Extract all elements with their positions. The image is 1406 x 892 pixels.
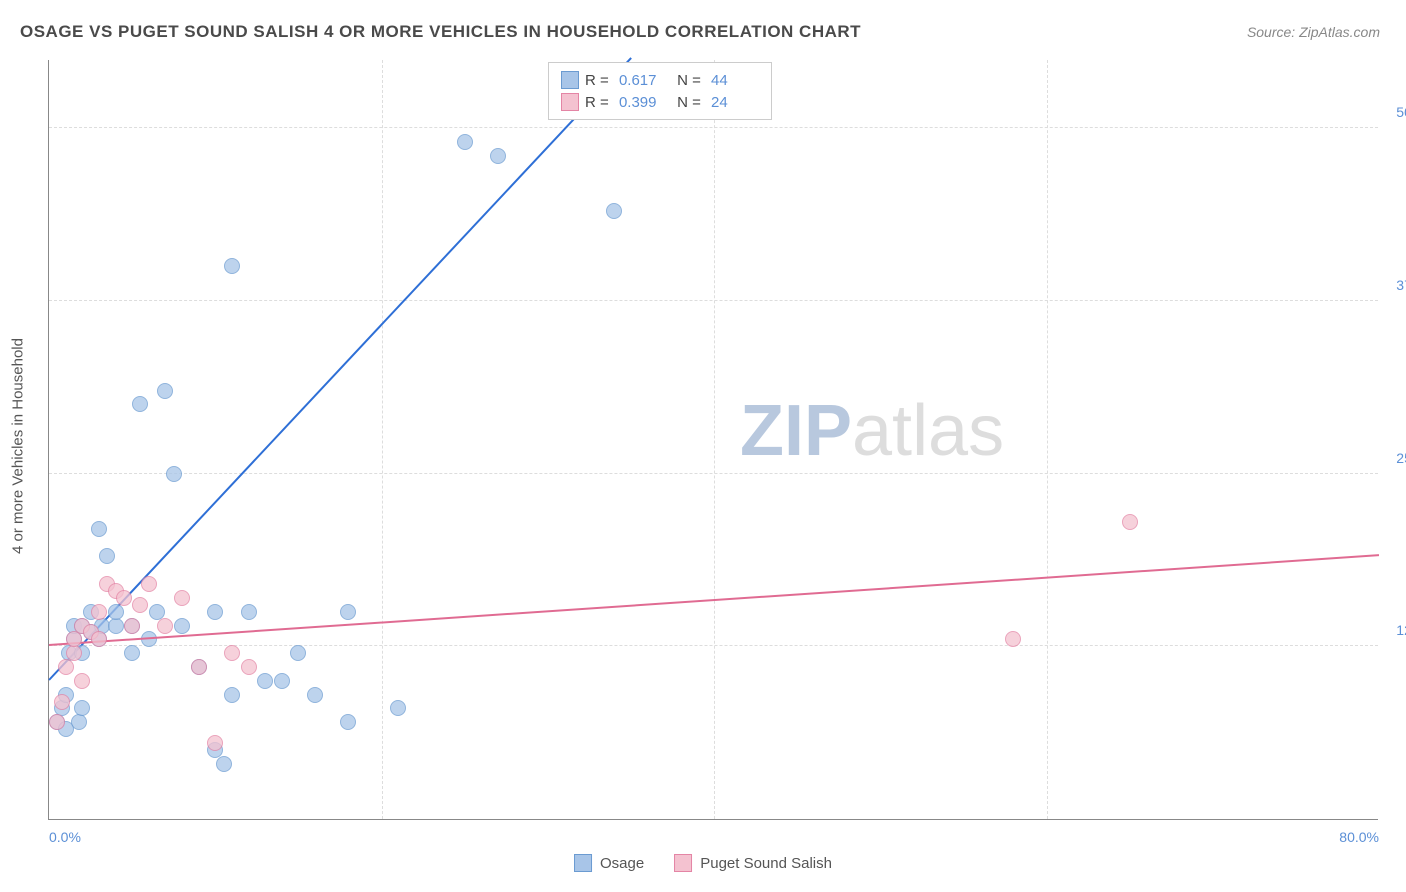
- legend-row: R = 0.617 N = 44: [561, 69, 759, 91]
- grid-line-v: [382, 60, 383, 819]
- legend-r-value: 0.617: [619, 72, 667, 89]
- scatter-point: [490, 148, 506, 164]
- legend-swatch: [561, 93, 579, 111]
- scatter-point: [157, 618, 173, 634]
- scatter-point: [457, 134, 473, 150]
- scatter-point: [241, 659, 257, 675]
- source-label: Source: ZipAtlas.com: [1247, 24, 1380, 40]
- scatter-point: [307, 687, 323, 703]
- grid-line-v: [714, 60, 715, 819]
- scatter-point: [124, 645, 140, 661]
- scatter-point: [606, 203, 622, 219]
- scatter-point: [71, 714, 87, 730]
- scatter-point: [207, 604, 223, 620]
- scatter-point: [216, 756, 232, 772]
- series-name: Osage: [600, 855, 644, 872]
- scatter-point: [99, 548, 115, 564]
- y-tick-label: 50.0%: [1396, 104, 1406, 120]
- scatter-point: [1122, 514, 1138, 530]
- x-tick-label: 80.0%: [1339, 829, 1379, 845]
- legend-r-label: R =: [585, 72, 613, 89]
- plot-area: 12.5%25.0%37.5%50.0%0.0%80.0%: [48, 60, 1378, 820]
- scatter-point: [166, 466, 182, 482]
- legend-n-label: N =: [673, 72, 705, 89]
- scatter-point: [116, 590, 132, 606]
- scatter-point: [91, 521, 107, 537]
- legend-row: R = 0.399 N = 24: [561, 91, 759, 113]
- scatter-point: [132, 597, 148, 613]
- scatter-point: [91, 631, 107, 647]
- scatter-point: [340, 714, 356, 730]
- scatter-point: [257, 673, 273, 689]
- scatter-point: [207, 735, 223, 751]
- legend-swatch: [674, 854, 692, 872]
- scatter-point: [74, 700, 90, 716]
- scatter-point: [124, 618, 140, 634]
- scatter-point: [54, 694, 70, 710]
- scatter-point: [290, 645, 306, 661]
- y-tick-label: 25.0%: [1396, 450, 1406, 466]
- scatter-point: [274, 673, 290, 689]
- trend-line: [48, 57, 631, 680]
- scatter-point: [108, 604, 124, 620]
- legend-n-value: 44: [711, 72, 759, 89]
- scatter-point: [141, 576, 157, 592]
- x-tick-label: 0.0%: [49, 829, 81, 845]
- scatter-point: [174, 618, 190, 634]
- legend-swatch: [574, 854, 592, 872]
- scatter-point: [91, 604, 107, 620]
- scatter-point: [1005, 631, 1021, 647]
- y-axis-label: 4 or more Vehicles in Household: [10, 338, 27, 554]
- series-legend-item: Osage: [574, 854, 644, 872]
- grid-line-v: [1047, 60, 1048, 819]
- scatter-point: [340, 604, 356, 620]
- scatter-point: [66, 631, 82, 647]
- legend-n-label: N =: [673, 94, 705, 111]
- scatter-point: [241, 604, 257, 620]
- legend-r-label: R =: [585, 94, 613, 111]
- scatter-point: [132, 396, 148, 412]
- legend-swatch: [561, 71, 579, 89]
- scatter-point: [58, 659, 74, 675]
- y-tick-label: 37.5%: [1396, 277, 1406, 293]
- series-legend-item: Puget Sound Salish: [674, 854, 832, 872]
- scatter-point: [191, 659, 207, 675]
- correlation-legend: R = 0.617 N = 44R = 0.399 N = 24: [548, 62, 772, 120]
- y-tick-label: 12.5%: [1396, 622, 1406, 638]
- scatter-point: [174, 590, 190, 606]
- series-name: Puget Sound Salish: [700, 855, 832, 872]
- legend-r-value: 0.399: [619, 94, 667, 111]
- scatter-point: [224, 258, 240, 274]
- scatter-point: [74, 673, 90, 689]
- scatter-point: [49, 714, 65, 730]
- scatter-point: [66, 645, 82, 661]
- scatter-point: [224, 645, 240, 661]
- scatter-point: [390, 700, 406, 716]
- series-legend: Osage Puget Sound Salish: [574, 854, 832, 872]
- legend-n-value: 24: [711, 94, 759, 111]
- scatter-point: [108, 618, 124, 634]
- scatter-point: [224, 687, 240, 703]
- scatter-point: [157, 383, 173, 399]
- chart-title: OSAGE VS PUGET SOUND SALISH 4 OR MORE VE…: [20, 22, 861, 42]
